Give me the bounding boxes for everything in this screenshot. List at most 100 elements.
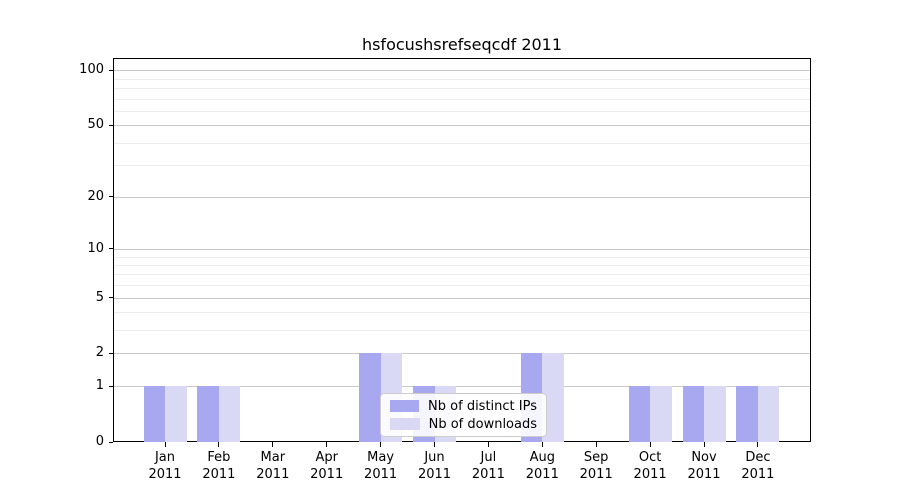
legend-item-downloads: Nb of downloads — [390, 416, 537, 432]
x-tick-year: 2011 — [633, 467, 667, 482]
x-tick-year: 2011 — [417, 467, 452, 482]
y-tick-mark — [109, 441, 113, 443]
x-tick-mark — [487, 442, 489, 447]
x-tick-label: Nov 2011 — [664, 449, 744, 483]
major-gridline — [114, 353, 810, 355]
minor-gridline — [114, 110, 810, 112]
x-tick-label: Jul 2011 — [448, 449, 528, 483]
x-tick-label: May 2011 — [341, 449, 421, 483]
grid-layer — [114, 59, 810, 441]
x-tick-mark — [541, 442, 543, 447]
x-tick-year: 2011 — [202, 467, 236, 482]
x-tick-year: 2011 — [579, 467, 613, 482]
y-tick-label: 10 — [87, 240, 104, 256]
x-tick-label: Mar 2011 — [233, 449, 313, 483]
x-tick-mark — [434, 442, 435, 447]
y-tick-mark — [109, 385, 113, 387]
y-tick-label: 1 — [95, 378, 104, 394]
x-tick-mark — [703, 442, 705, 447]
y-tick-mark — [109, 69, 113, 71]
y-tick-label: 2 — [95, 345, 104, 361]
y-tick-label: 20 — [87, 188, 104, 204]
y-tick-mark — [109, 248, 113, 250]
major-gridline — [114, 125, 810, 127]
bar-distinct-ips — [628, 386, 651, 442]
x-tick-month: Dec — [745, 450, 771, 465]
x-tick-month: Aug — [529, 450, 555, 465]
x-tick-mark — [272, 442, 274, 447]
x-tick-mark — [164, 442, 166, 447]
bar-downloads — [704, 386, 726, 442]
y-tick-label: 5 — [95, 289, 104, 305]
x-tick-month: Mar — [260, 450, 286, 465]
minor-gridline — [114, 87, 810, 89]
x-tick-month: Oct — [638, 450, 662, 465]
x-tick-label: Dec 2011 — [718, 449, 798, 483]
x-tick-mark — [326, 442, 328, 447]
minor-gridline — [114, 78, 810, 80]
bar-distinct-ips — [359, 353, 381, 442]
bar-downloads — [542, 353, 564, 442]
y-tick-mark — [109, 297, 113, 299]
x-tick-mark — [380, 442, 382, 447]
legend-swatch-distinct-ips-icon — [390, 400, 420, 412]
bars-layer — [114, 59, 810, 442]
x-tick-mark — [595, 442, 597, 447]
legend: Nb of distinct IPs Nb of downloads — [380, 393, 547, 437]
minor-gridline — [114, 312, 810, 314]
x-tick-year: 2011 — [525, 467, 559, 482]
y-tick-label: 100 — [79, 62, 104, 78]
bar-distinct-ips — [143, 386, 165, 442]
legend-label-downloads: Nb of downloads — [428, 416, 537, 432]
x-tick-month: Jul — [480, 450, 497, 465]
legend-swatch-downloads-icon — [390, 418, 420, 430]
major-gridline — [114, 386, 810, 388]
x-tick-year: 2011 — [471, 467, 505, 482]
x-tick-year: 2011 — [148, 467, 182, 482]
x-tick-label: Feb 2011 — [179, 449, 259, 483]
x-tick-mark — [757, 442, 759, 447]
x-tick-month: Jun — [424, 450, 445, 465]
minor-gridline — [114, 285, 810, 287]
y-tick-mark — [109, 352, 113, 354]
x-tick-label: Apr 2011 — [287, 449, 367, 483]
x-tick-label: Jan 2011 — [125, 449, 205, 483]
bar-distinct-ips — [197, 386, 219, 442]
y-tick-mark — [109, 196, 113, 198]
x-tick-month: May — [367, 450, 395, 465]
minor-gridline — [114, 330, 810, 332]
bar-downloads — [218, 386, 241, 442]
x-tick-month: Feb — [207, 450, 231, 465]
x-tick-mark — [649, 442, 651, 447]
chart-title: hsfocushsrefseqcdf 2011 — [361, 35, 563, 54]
legend-label-distinct-ips: Nb of distinct IPs — [428, 398, 537, 414]
major-gridline — [114, 196, 810, 198]
minor-gridline — [114, 274, 810, 276]
minor-gridline — [114, 98, 810, 100]
y-tick-label: 0 — [95, 434, 104, 449]
bar-downloads — [650, 386, 672, 442]
major-gridline — [114, 248, 810, 250]
minor-gridline — [114, 142, 810, 144]
y-tick-label: 50 — [87, 117, 104, 133]
x-tick-year: 2011 — [364, 467, 398, 482]
x-tick-label: Oct 2011 — [610, 449, 690, 483]
legend-item-distinct-ips: Nb of distinct IPs — [390, 398, 537, 414]
x-tick-year: 2011 — [310, 467, 344, 482]
x-tick-label: Jun 2011 — [395, 449, 475, 483]
bar-downloads — [757, 386, 780, 442]
major-gridline — [114, 70, 810, 72]
x-tick-month: Nov — [691, 450, 717, 465]
x-tick-label: Sep 2011 — [556, 449, 636, 483]
minor-gridline — [114, 264, 810, 266]
minor-gridline — [114, 165, 810, 167]
minor-gridline — [114, 256, 810, 258]
x-tick-year: 2011 — [687, 467, 721, 482]
x-tick-month: Jan — [154, 450, 176, 465]
x-tick-year: 2011 — [256, 467, 290, 482]
plot-area: Nb of distinct IPs Nb of downloads — [113, 58, 811, 442]
major-gridline — [114, 297, 810, 299]
bar-downloads — [165, 386, 187, 442]
bar-distinct-ips — [682, 386, 704, 442]
